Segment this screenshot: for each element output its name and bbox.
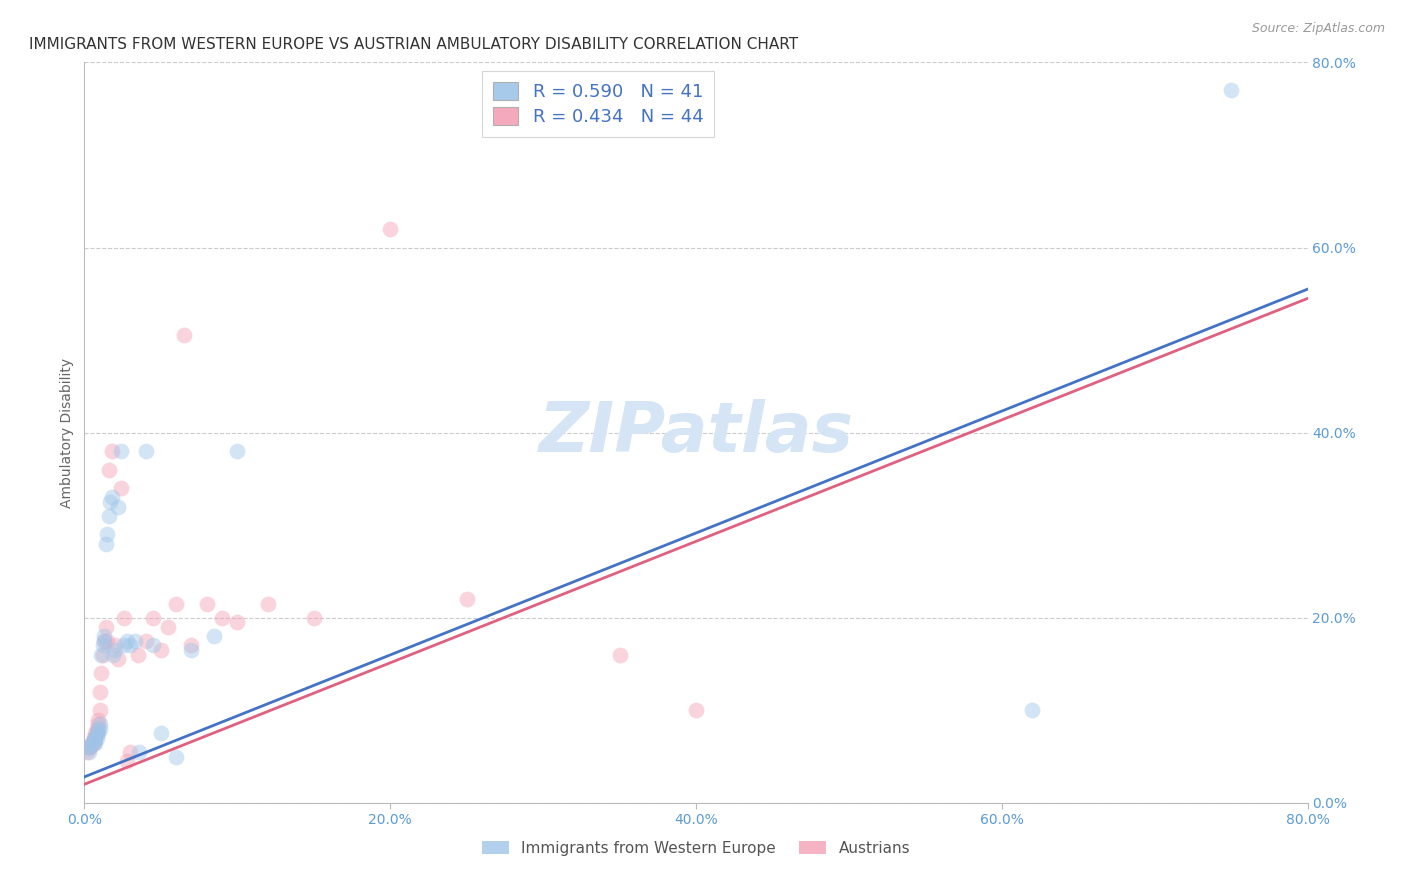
Point — [142, 610, 165, 624]
Point — [90, 648, 112, 662]
Point — [96, 633, 118, 648]
Point — [76, 740, 98, 755]
Point — [84, 731, 107, 745]
Point — [101, 444, 124, 458]
Point — [115, 633, 138, 648]
Point — [80, 736, 103, 750]
Point — [380, 222, 402, 236]
Point — [110, 444, 132, 458]
Point — [609, 648, 631, 662]
Point — [1220, 83, 1243, 97]
Point — [90, 666, 112, 681]
Point — [89, 703, 111, 717]
Point — [226, 615, 249, 630]
Point — [302, 610, 325, 624]
Point — [112, 610, 135, 624]
Point — [257, 597, 280, 611]
Point — [86, 726, 108, 740]
Point — [86, 722, 108, 736]
Point — [685, 703, 707, 717]
Point — [84, 726, 107, 740]
Point — [103, 648, 125, 662]
Point — [165, 597, 187, 611]
Point — [79, 740, 101, 755]
Point — [76, 745, 98, 759]
Point — [84, 736, 107, 750]
Point — [89, 685, 111, 699]
Y-axis label: Ambulatory Disability: Ambulatory Disability — [60, 358, 75, 508]
Point — [104, 639, 127, 653]
Text: Source: ZipAtlas.com: Source: ZipAtlas.com — [1251, 22, 1385, 36]
Point — [80, 736, 103, 750]
Point — [104, 643, 127, 657]
Point — [110, 481, 132, 495]
Point — [149, 643, 172, 657]
Point — [157, 620, 180, 634]
Point — [173, 328, 195, 343]
Point — [107, 652, 129, 666]
Point — [87, 717, 110, 731]
Point — [120, 639, 142, 653]
Point — [97, 508, 120, 523]
Point — [84, 731, 107, 745]
Point — [93, 633, 115, 648]
Text: ZIPatlas: ZIPatlas — [538, 399, 853, 467]
Legend: Immigrants from Western Europe, Austrians: Immigrants from Western Europe, Austrian… — [475, 835, 917, 862]
Point — [93, 629, 115, 643]
Point — [120, 745, 142, 759]
Point — [83, 736, 105, 750]
Point — [202, 629, 225, 643]
Point — [89, 717, 111, 731]
Point — [142, 639, 165, 653]
Point — [180, 639, 202, 653]
Point — [1021, 703, 1043, 717]
Point — [165, 749, 187, 764]
Point — [83, 731, 105, 745]
Point — [91, 648, 114, 662]
Point — [77, 740, 100, 755]
Point — [83, 731, 105, 745]
Point — [94, 536, 117, 550]
Point — [87, 713, 110, 727]
Point — [112, 639, 135, 653]
Point — [456, 592, 478, 607]
Point — [107, 500, 129, 514]
Point — [94, 620, 117, 634]
Point — [135, 633, 157, 648]
Point — [89, 722, 111, 736]
Point — [93, 633, 115, 648]
Point — [128, 745, 150, 759]
Point — [87, 722, 110, 736]
Text: IMMIGRANTS FROM WESTERN EUROPE VS AUSTRIAN AMBULATORY DISABILITY CORRELATION CHA: IMMIGRANTS FROM WESTERN EUROPE VS AUSTRI… — [30, 37, 799, 52]
Point — [180, 643, 202, 657]
Point — [79, 740, 101, 755]
Point — [77, 745, 100, 759]
Point — [226, 444, 249, 458]
Point — [211, 610, 233, 624]
Point — [135, 444, 157, 458]
Point — [149, 726, 172, 740]
Point — [86, 726, 108, 740]
Point — [96, 527, 118, 541]
Point — [127, 648, 149, 662]
Point — [98, 495, 121, 509]
Point — [91, 639, 114, 653]
Point — [115, 754, 138, 768]
Point — [83, 736, 105, 750]
Point — [101, 491, 124, 505]
Point — [97, 462, 120, 476]
Point — [195, 597, 218, 611]
Point — [124, 633, 146, 648]
Point — [86, 731, 108, 745]
Point — [87, 726, 110, 740]
